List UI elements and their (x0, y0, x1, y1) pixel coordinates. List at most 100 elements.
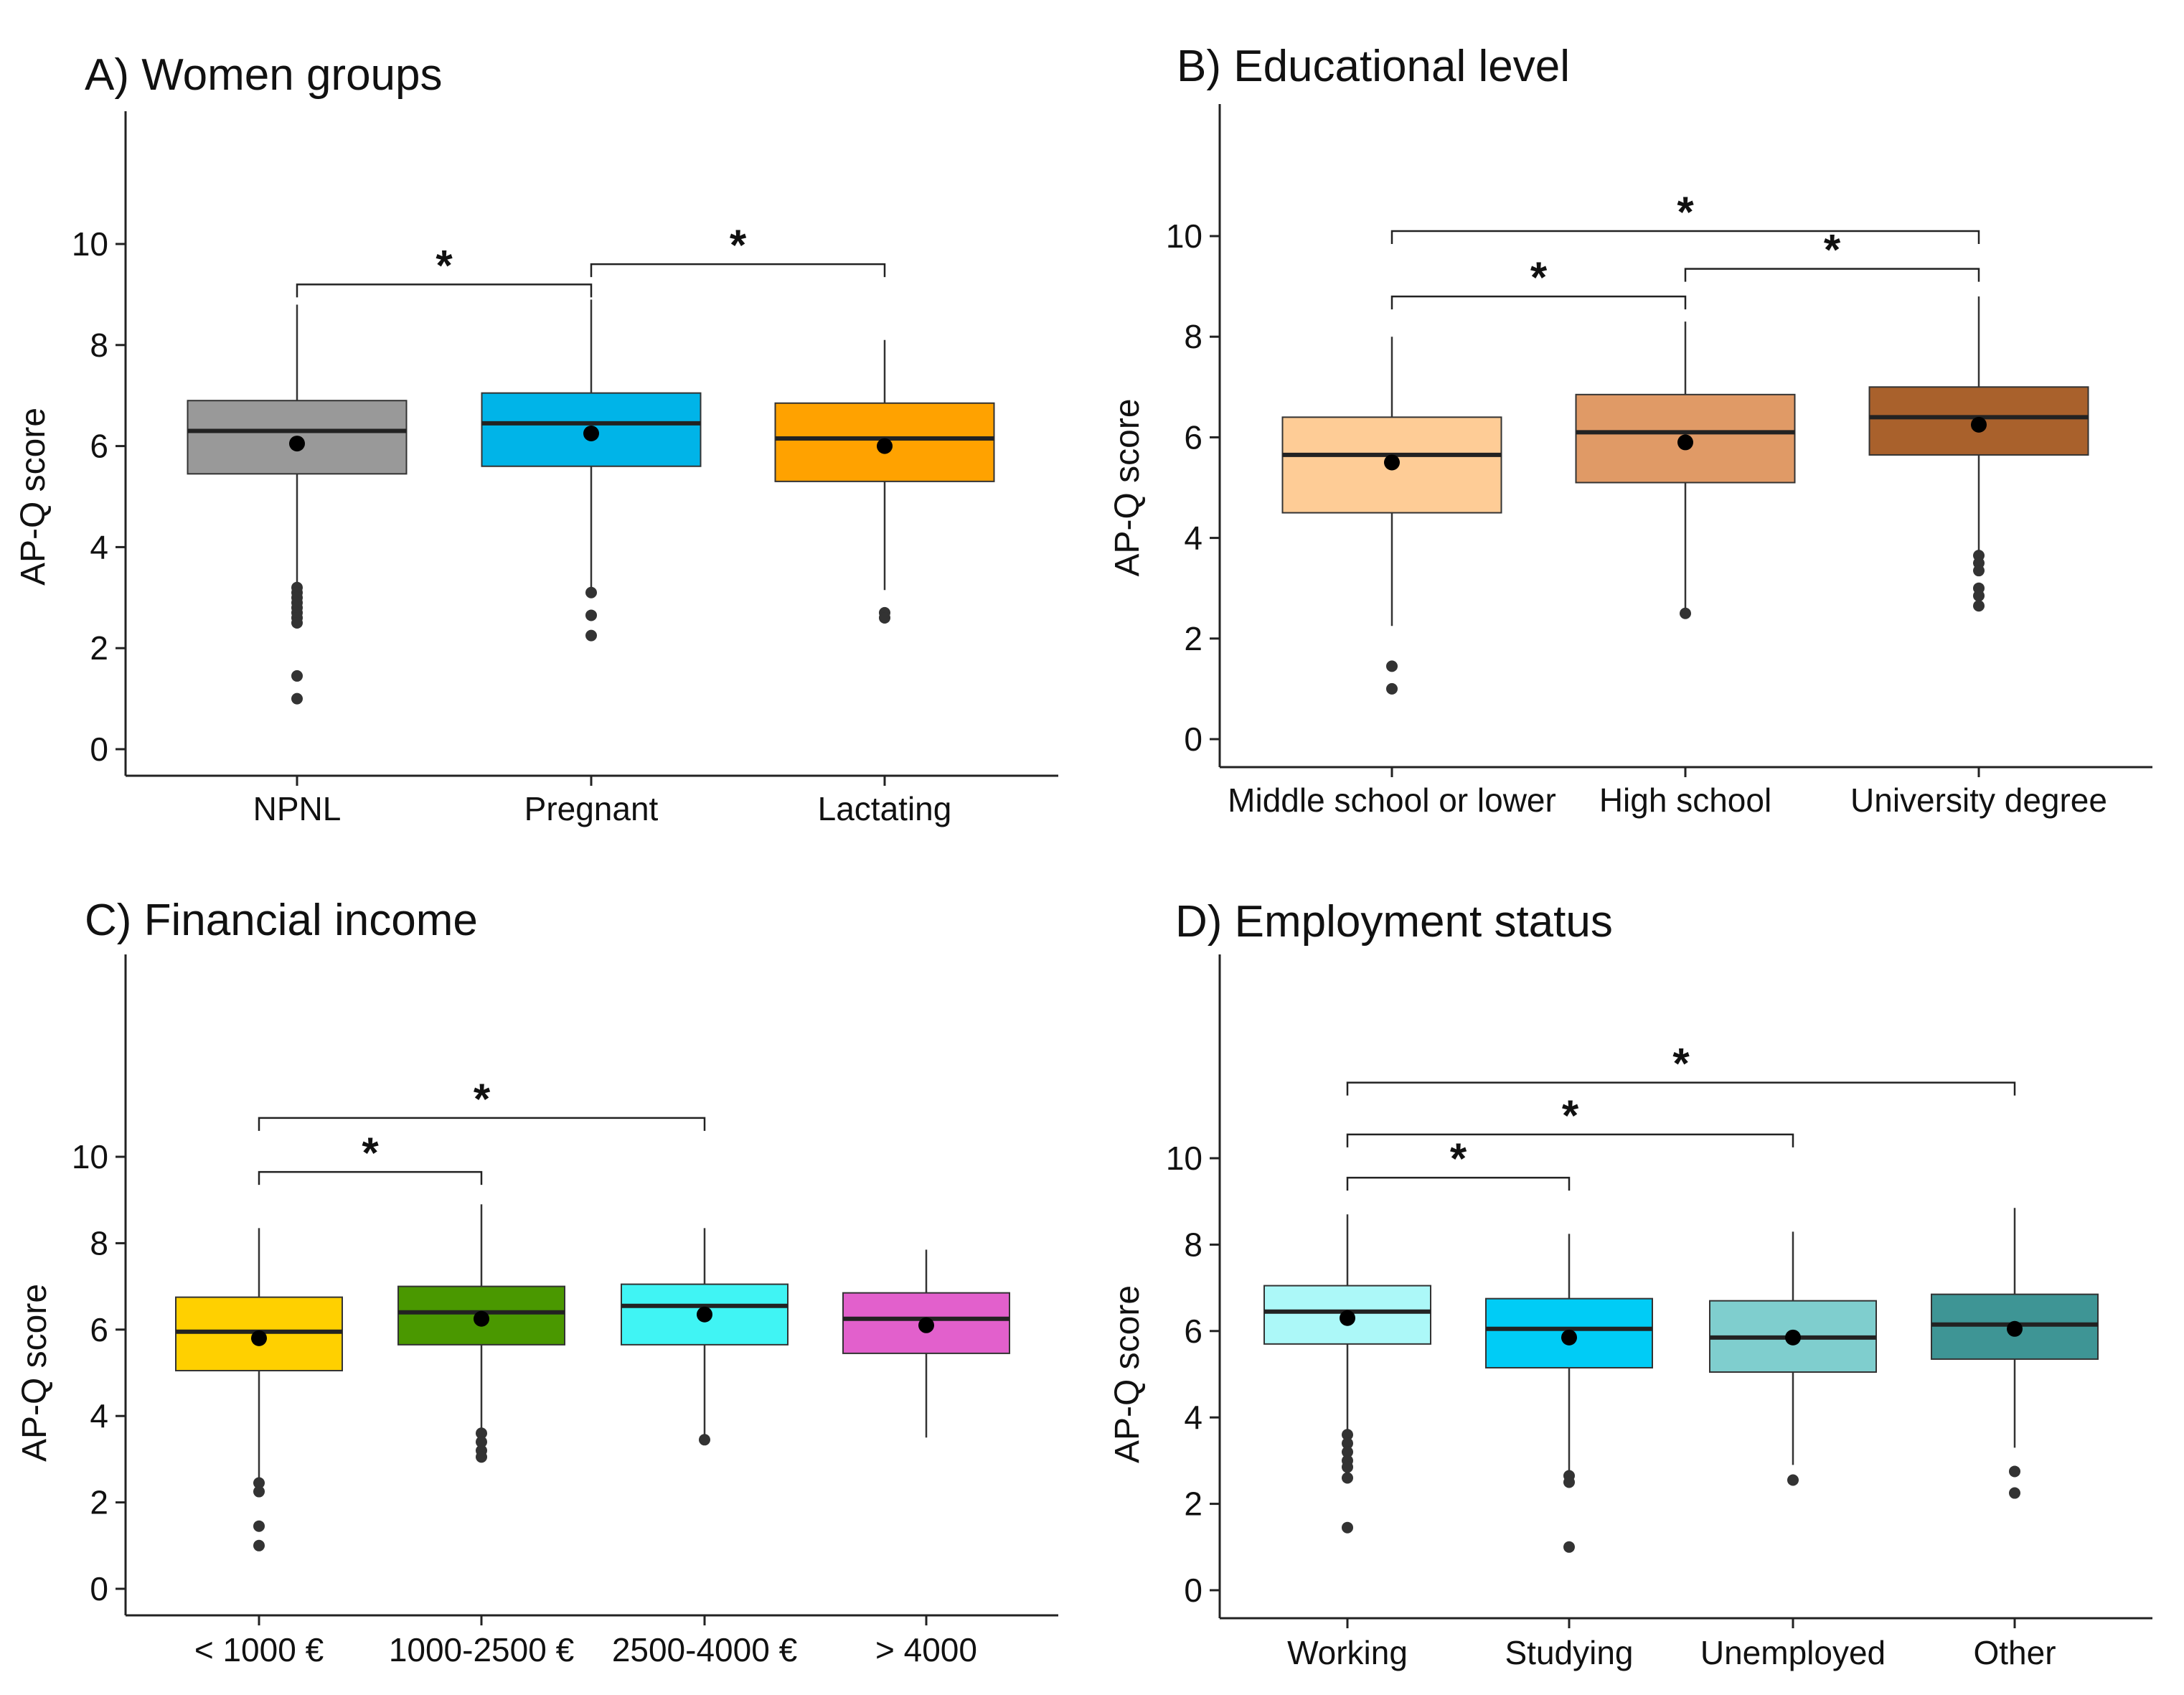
box-studying: Studying (1485, 1234, 1653, 1671)
iqr-box (1931, 1293, 2099, 1360)
panel-d: D) Employment status AP-Q score 0 2 4 6 8 10 Wor… (1109, 897, 2152, 1671)
box-other: Other (1931, 1208, 2099, 1671)
significance-star: * (1450, 1135, 1467, 1183)
mean-point (1971, 416, 1987, 433)
y-tick-label: 8 (1184, 318, 1202, 355)
box-2500-4000: 2500-4000 € (612, 1228, 797, 1668)
outlier-point (699, 1434, 710, 1446)
x-tick-label: Pregnant (524, 790, 659, 827)
x-tick-label: Working (1287, 1634, 1408, 1671)
mean-point (697, 1306, 712, 1323)
significance-star: * (1530, 253, 1548, 301)
outlier-point (585, 586, 597, 598)
x-tick-label: High school (1599, 781, 1771, 819)
y-tick-label: 6 (1184, 1313, 1202, 1350)
outlier-point (476, 1436, 487, 1448)
outlier-point (253, 1485, 265, 1498)
significance-bracket: * (1346, 1040, 2016, 1096)
bracket-line (1346, 1133, 1794, 1147)
mean-point (1785, 1329, 1801, 1346)
x-tick-label: 1000-2500 € (389, 1631, 574, 1668)
outlier-point (291, 670, 303, 682)
significance-bracket: * (1390, 188, 1980, 244)
bracket-line (1684, 268, 1980, 282)
y-tick-label: 0 (90, 1570, 108, 1607)
iqr-box (175, 1296, 343, 1371)
y-tick-label: 6 (90, 428, 108, 465)
panel-b: B) Educational level AP-Q score 0 2 4 6 8 10 Mid… (1109, 42, 2152, 819)
panel-a: A) Women groups AP-Q score 0 2 4 6 8 10 NPNL Preg… (14, 50, 1058, 827)
significance-bracket: * (1390, 253, 1687, 310)
mean-point (918, 1317, 934, 1333)
mean-point (877, 438, 893, 454)
outlier-point (2009, 1465, 2020, 1478)
bracket-line (1390, 295, 1687, 310)
bracket-line (1346, 1176, 1571, 1191)
significance-bracket: * (1684, 226, 1980, 282)
y-tick-label: 4 (1184, 520, 1202, 557)
x-tick-label: > 4000 (875, 1631, 977, 1668)
y-tick-label: 0 (1184, 720, 1202, 758)
outlier-point (1973, 590, 1985, 602)
outlier-point (253, 1539, 265, 1551)
y-tick-label: 2 (90, 1484, 108, 1521)
significance-bracket: * (1346, 1135, 1571, 1191)
x-tick-label: < 1000 € (194, 1631, 324, 1668)
panel-title: D) Employment status (1175, 897, 1613, 947)
significance-star: * (436, 241, 453, 289)
panel-title: B) Educational level (1177, 42, 1570, 91)
x-tick-label: 2500-4000 € (612, 1631, 797, 1668)
significance-bracket: * (1346, 1091, 1794, 1147)
y-tick-label: 10 (1166, 217, 1202, 255)
y-tick-label: 4 (90, 528, 108, 565)
box-university-degree: University degree (1850, 296, 2107, 819)
bracket-line (258, 1117, 706, 1131)
outlier-point (1342, 1429, 1353, 1441)
outlier-point (585, 629, 597, 642)
significance-star: * (1677, 188, 1694, 236)
mean-point (583, 426, 599, 441)
mean-point (251, 1330, 267, 1346)
box-working: Working (1263, 1214, 1431, 1671)
significance-star: * (1824, 226, 1841, 274)
outlier-point (1342, 1472, 1353, 1484)
y-tick-label: 4 (1184, 1399, 1202, 1436)
bracket-line (296, 283, 593, 298)
outlier-point (1563, 1476, 1575, 1488)
bracket-line (1390, 230, 1980, 244)
mean-point (2007, 1320, 2023, 1337)
y-tick-label: 0 (1184, 1572, 1202, 1609)
significance-bracket: * (590, 221, 886, 278)
box-npnl: NPNL (187, 304, 408, 827)
box-1000-2500: 1000-2500 € (389, 1204, 574, 1668)
bracket-line (258, 1170, 483, 1185)
x-tick-label: Middle school or lower (1228, 781, 1556, 819)
y-tick-label: 0 (90, 731, 108, 768)
mean-point (289, 436, 305, 452)
box-1000: < 1000 € (175, 1228, 343, 1668)
box-4000: > 4000 (842, 1249, 1010, 1668)
box-middle-school-or-lower: Middle school or lower (1228, 337, 1556, 819)
mean-point (1340, 1310, 1355, 1326)
y-tick-label: 8 (90, 327, 108, 364)
outlier-point (291, 617, 303, 629)
bracket-line (590, 263, 886, 278)
outlier-point (879, 611, 890, 624)
y-tick-label: 10 (72, 225, 108, 263)
y-tick-label: 8 (1184, 1226, 1202, 1263)
x-tick-label: Other (1973, 1634, 2056, 1671)
outlier-point (253, 1477, 265, 1489)
y-axis-title: AP-Q score (14, 408, 52, 586)
panel-title: A) Women groups (85, 50, 443, 100)
y-axis-title: AP-Q score (1109, 1285, 1147, 1463)
outlier-point (2009, 1487, 2020, 1499)
panel-title: C) Financial income (85, 896, 478, 945)
y-tick-label: 4 (90, 1397, 108, 1435)
y-tick-label: 10 (72, 1138, 108, 1175)
outlier-point (585, 609, 597, 621)
outlier-point (1342, 1521, 1353, 1534)
box-lactating: Lactating (774, 339, 995, 827)
box-high-school: High school (1575, 321, 1796, 819)
outlier-point (476, 1451, 487, 1463)
significance-star: * (362, 1129, 379, 1177)
